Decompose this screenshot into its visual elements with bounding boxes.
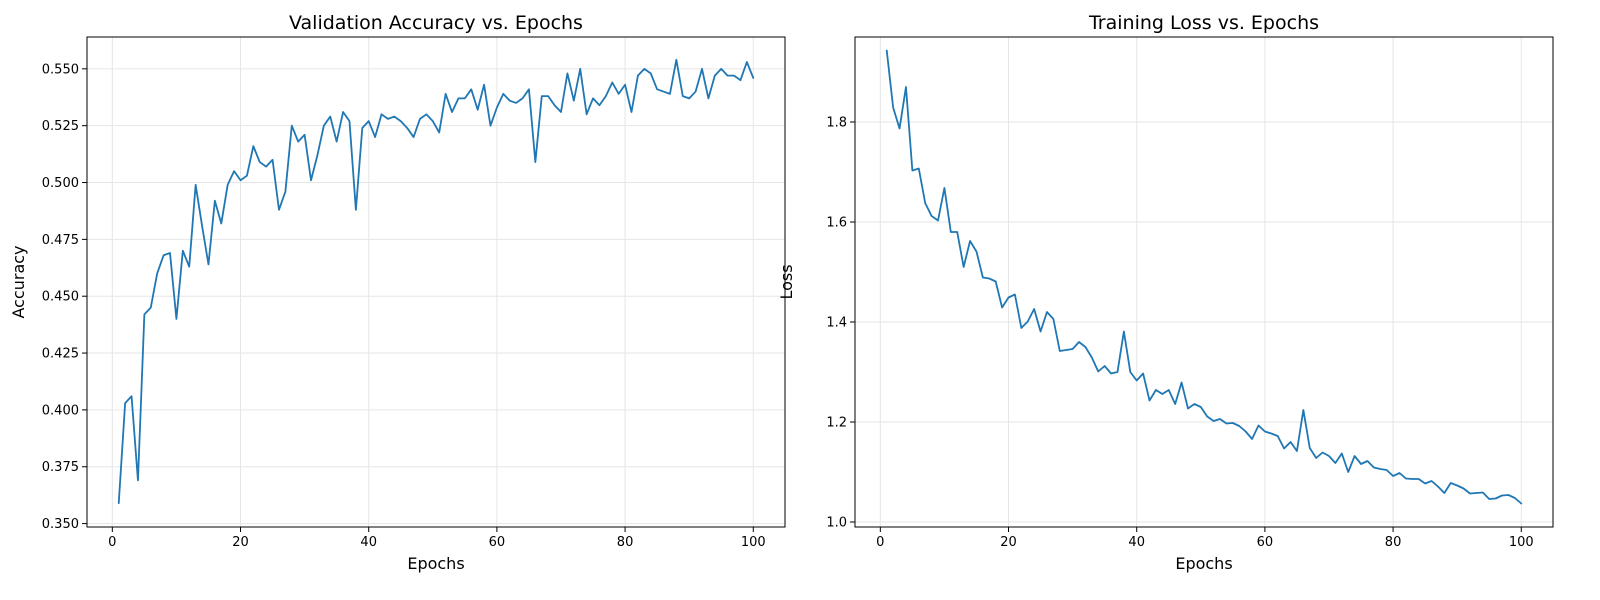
- loss-x-tick-label: 80: [1385, 535, 1402, 550]
- accuracy-x-tick-label: 100: [741, 535, 766, 550]
- accuracy-ticks: 0 20 40 60 80 100 0.350 0.375 0.400 0.425 0.450 0.4…: [42, 62, 766, 550]
- loss-x-tick-label: 0: [876, 535, 884, 550]
- accuracy-chart-title: Validation Accuracy vs. Epochs: [289, 12, 583, 34]
- accuracy-x-tick-label: 60: [489, 535, 506, 550]
- accuracy-y-tick-label: 0.425: [42, 347, 79, 362]
- accuracy-x-tick-label: 40: [360, 535, 377, 550]
- accuracy-y-tick-label: 0.400: [42, 403, 79, 418]
- loss-ticks: 0 20 40 60 80 100 1.0 1.2 1.4 1.6 1.8: [826, 116, 1533, 551]
- accuracy-x-axis-label: Epochs: [407, 554, 464, 573]
- accuracy-grid: [87, 37, 785, 527]
- loss-y-tick-label: 1.4: [826, 316, 847, 331]
- accuracy-y-tick-label: 0.500: [42, 176, 79, 191]
- accuracy-plot-frame: [86, 36, 786, 528]
- accuracy-y-tick-label: 0.375: [42, 460, 79, 475]
- accuracy-x-tick-label: 80: [617, 535, 634, 550]
- loss-plot-frame: [854, 36, 1554, 528]
- loss-chart-title: Training Loss vs. Epochs: [1088, 12, 1319, 34]
- loss-x-tick-label: 40: [1128, 535, 1145, 550]
- accuracy-y-tick-label: 0.350: [42, 517, 79, 532]
- loss-y-tick-label: 1.6: [826, 216, 847, 231]
- accuracy-y-tick-label: 0.450: [42, 290, 79, 305]
- accuracy-y-tick-label: 0.550: [42, 62, 79, 77]
- loss-x-tick-label: 100: [1509, 535, 1534, 550]
- accuracy-series-line: [117, 58, 755, 505]
- loss-chart: 0 20 40 60 80 100 1.0 1.2 1.4 1.6 1.8 Training Los…: [777, 12, 1554, 573]
- loss-x-tick-label: 60: [1257, 535, 1274, 550]
- accuracy-y-tick-label: 0.525: [42, 119, 79, 134]
- accuracy-y-tick-label: 0.475: [42, 233, 79, 248]
- loss-series-line: [885, 49, 1523, 505]
- loss-x-axis-label: Epochs: [1175, 554, 1232, 573]
- loss-y-axis-label: Loss: [777, 264, 796, 299]
- accuracy-x-tick-label: 20: [232, 535, 249, 550]
- loss-y-tick-label: 1.8: [826, 116, 847, 131]
- loss-y-tick-label: 1.2: [826, 416, 847, 431]
- accuracy-chart: 0 20 40 60 80 100 0.350 0.375 0.400 0.425 0.450 0.4…: [9, 12, 786, 573]
- accuracy-y-axis-label: Accuracy: [9, 245, 28, 318]
- loss-grid: [855, 37, 1553, 527]
- loss-x-tick-label: 20: [1000, 535, 1017, 550]
- accuracy-x-tick-label: 0: [108, 535, 116, 550]
- loss-y-tick-label: 1.0: [826, 516, 847, 531]
